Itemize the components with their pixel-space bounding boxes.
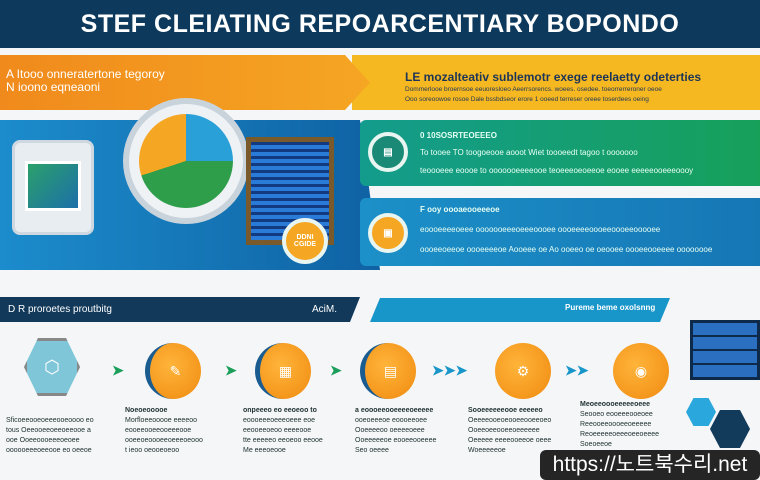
folder-icon: ▣ xyxy=(368,213,408,253)
arrow-icon: ➤ xyxy=(112,362,124,378)
banner-line: N ioono eqneaoni xyxy=(6,80,101,94)
server-rack-icon xyxy=(690,320,760,380)
step-line: Oeeeeooeoeooeeooeeoeo xyxy=(468,417,552,424)
step-heading: Meoeeoooeeeeeoeee xyxy=(580,401,651,408)
step-text: a eoooeeooeeeeoeeeee ooeoeeeoe eoooeeoee O… xyxy=(355,406,460,456)
arrow-icon: ➤ xyxy=(225,362,237,378)
step-line: tous Oeeooeeoeeoeeooe a xyxy=(6,427,91,434)
process-right-label: Pureme beme oxolsnng xyxy=(565,303,656,312)
step-line: ooeeoeoooeeoeeeoeooo xyxy=(125,437,203,444)
step-line: Seo oeeee xyxy=(355,447,389,454)
step-line: Ooeeeeoo oeeeeoeee xyxy=(355,427,425,434)
step-line: Reeooeeoooeeoeeeee xyxy=(580,421,652,428)
step-line: ooeoeeeoe eoooeeoee xyxy=(355,417,428,424)
step-line: oooooeeeoeeooe eo oeeoe xyxy=(6,447,92,454)
step-line: Woeeeeeoe xyxy=(468,447,506,454)
chart-icon: ▦ xyxy=(255,343,311,399)
watermark: https://노트북수리.net xyxy=(540,450,760,480)
banner-right-line: Ooo soreoowoe rosoe Dale bssbdseor erore… xyxy=(405,96,649,103)
step-text: Sficoeeooeoeeeooeoooo eo tous Oeeooeeoeeo… xyxy=(6,416,111,456)
arrow-icon: ➤➤➤ xyxy=(432,362,468,378)
info-panel-1 xyxy=(360,120,760,186)
hexagon-icon xyxy=(710,410,750,448)
banner-line: A Itooo onneratertone tegoroy xyxy=(6,67,165,81)
step-line: eooeeooeeooeeeooe xyxy=(125,427,192,434)
monitor-icon xyxy=(12,140,94,235)
step-heading: onpeeeo eo eeoeoo to xyxy=(243,407,317,414)
step-line: Sficoeeooeoeeeooeoooo eo xyxy=(6,417,94,424)
step-heading: Noeoeooooe xyxy=(125,407,168,414)
step-text: Meoeeoooeeeeeoeee Seooeo eooeeeooeoee Reeo… xyxy=(580,400,685,450)
header-bar xyxy=(0,0,760,48)
hexagon-icon xyxy=(686,398,716,426)
info-panel-2 xyxy=(360,198,760,266)
pie-chart-icon xyxy=(123,98,249,224)
step-heading: Sooeeeeeeooe eeeeeo xyxy=(468,407,543,414)
step-line: Ooeeoeeooeeoeeeeee xyxy=(468,427,540,434)
step-line: eoooeeeoeeeoeee eoe xyxy=(243,417,316,424)
process-tag: AciM. xyxy=(312,304,337,315)
panel-line: teoooeee eoooe to ooooooeeeeooe teoeeeoe… xyxy=(420,166,694,175)
process-title-bar xyxy=(0,297,360,322)
report-icon: ▤ xyxy=(360,343,416,399)
step-line: Morfloeeooooe eeeeoo xyxy=(125,417,198,424)
banner-right-title: LE mozalteativ sublemotr exege reelaetty… xyxy=(405,70,702,84)
step-line: tte eeeeeo eeoeoo eeooe xyxy=(243,437,323,444)
panel-heading: 0 10SOSRTEOEEEO xyxy=(420,131,497,140)
step-line: Ooeeeeeoe eooeeooeeee xyxy=(355,437,437,444)
arrow-icon: ➤ xyxy=(330,362,342,378)
banner-right-line: Dommerlooe broernsoe eeuoresloeo Aeerrso… xyxy=(405,86,662,93)
step-line: eeooeeoeoo eeeeooe xyxy=(243,427,312,434)
shield-icon: ⬡ xyxy=(24,338,80,396)
step-text: Sooeeeeeeooe eeeeeo Oeeeeooeoeooeeooeeoeo… xyxy=(468,406,573,456)
step-line: ooe Ooeeoooeeeoeoee xyxy=(6,437,80,444)
arrow-icon: ➤➤ xyxy=(565,362,589,378)
step-text: onpeeeo eo eeoeoo to eoooeeeoeeeoeee eoe e… xyxy=(243,406,348,456)
step-line: Oeeeee eeeeooeeoe oeee xyxy=(468,437,552,444)
panel-heading: F ooy oooaeooeeeoe xyxy=(420,205,500,214)
banner-left-text: A Itooo onneratertone tegoroy N ioono eq… xyxy=(6,68,165,94)
step-line: Soeoeeoe xyxy=(580,441,612,448)
document-icon: ✎ xyxy=(145,343,201,399)
step-heading: a eoooeeooeeeeoeeeee xyxy=(355,407,434,414)
server-icon: ◉ xyxy=(613,343,669,399)
step-line: Seooeo eooeeeooeoee xyxy=(580,411,653,418)
panel-line: eoooeeeeoeee ooooooeeeoeeeoooee oooeeeeo… xyxy=(420,225,661,234)
process-right-bar xyxy=(370,298,670,322)
step-line: t ieoo oeooeoeoo xyxy=(125,447,180,454)
page-title: STEF CLEIATING REPOARCENTIARY BOPONDO xyxy=(80,10,680,38)
step-line: Reoeeeeeoeeeoeeoeeee xyxy=(580,431,660,438)
panel-line: oooeeoeeoe oooeeeeoe Aooeee oe Ao ooeeo … xyxy=(420,245,713,254)
illustration-badge: DDNI CGIDE xyxy=(282,218,328,264)
process-title: D R proroetes proutbitg xyxy=(8,304,112,315)
panel-line: To tooee TO toogoeooe aooot Wiet toooeed… xyxy=(420,148,638,157)
step-text: Noeoeooooe Morfloeeooooe eeeeoo eooeeooeeo… xyxy=(125,406,230,456)
gear-icon: ⚙ xyxy=(495,343,551,399)
document-icon: ▤ xyxy=(368,132,408,172)
step-line: Me eeeoeooe xyxy=(243,447,286,454)
